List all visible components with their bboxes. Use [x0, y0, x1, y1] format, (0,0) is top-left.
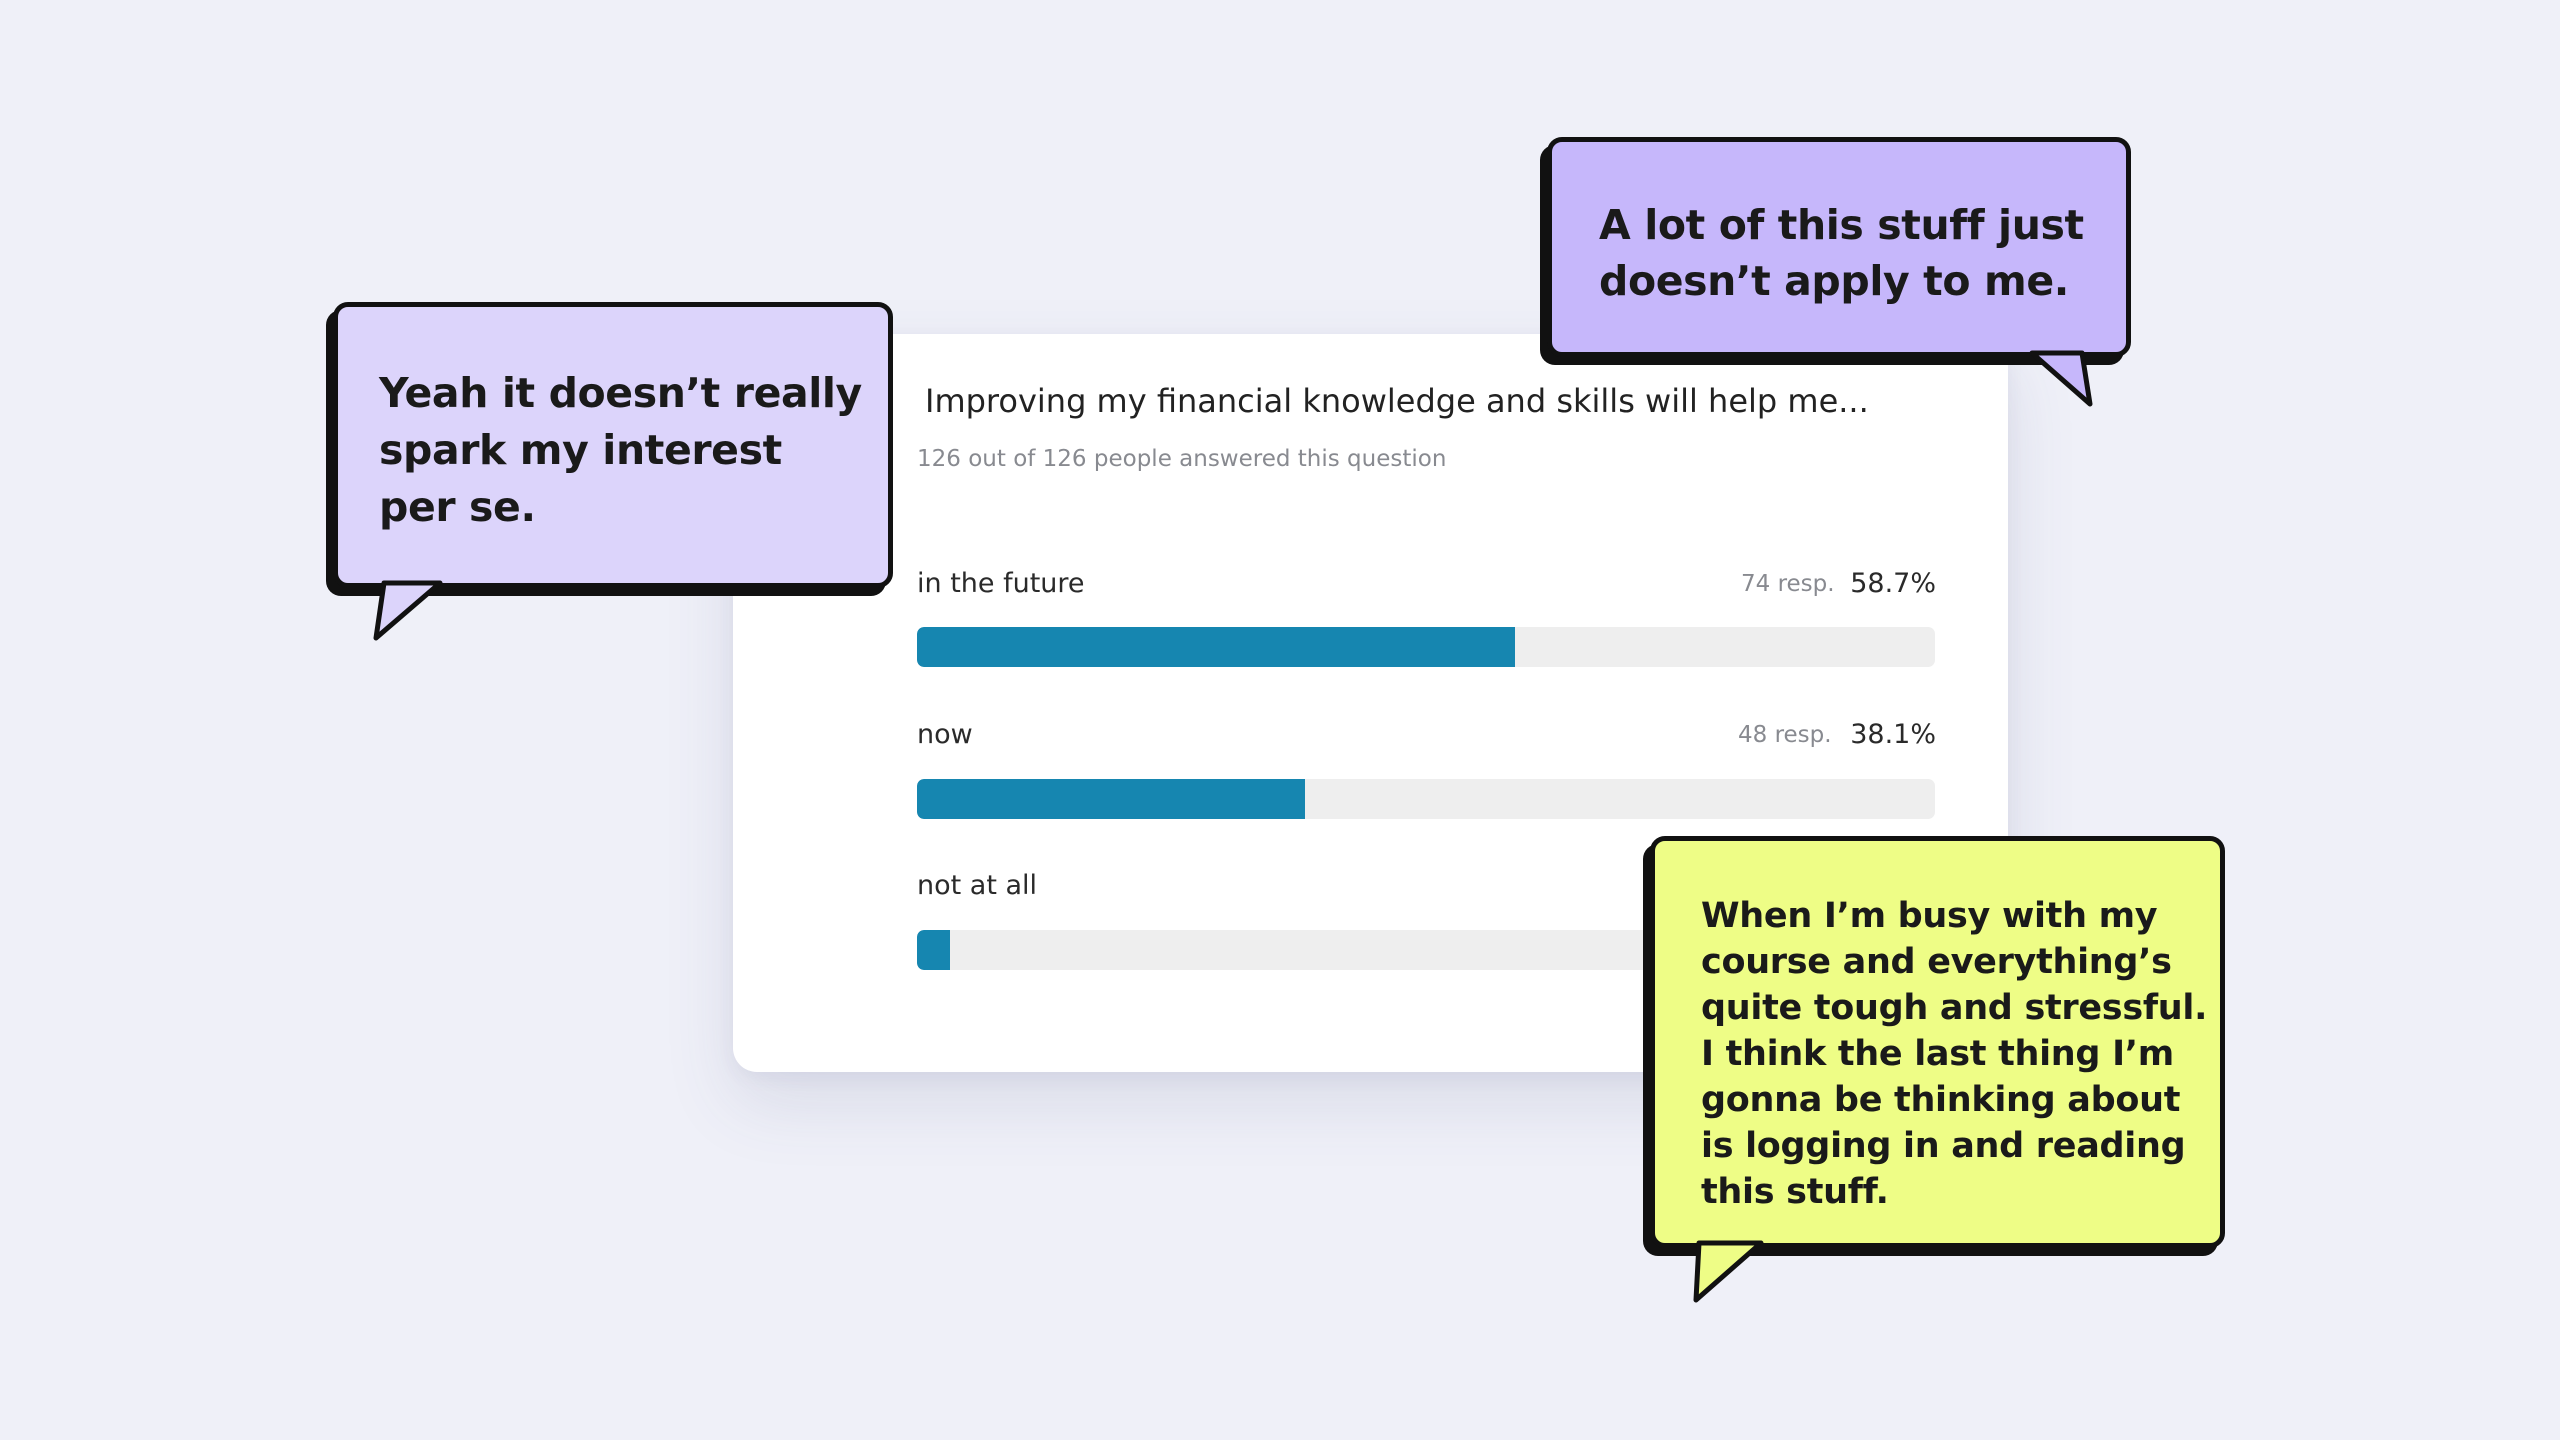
option-bar-track [917, 779, 1935, 819]
answered-count: 126 out of 126 people answered this ques… [917, 446, 1447, 472]
option-label: not at all [917, 870, 1038, 901]
bubble-tail [2029, 350, 2093, 407]
quote-text: A lot of this stuff just doesn’t apply t… [1599, 201, 2084, 305]
option-label: now [917, 719, 973, 750]
option-responses: 48 resp. [1738, 722, 1832, 748]
option-bar-track [917, 627, 1935, 667]
question-title: Improving my financial knowledge and ski… [925, 382, 1869, 420]
option-bar-fill [917, 779, 1305, 819]
bubble-tail [373, 580, 443, 641]
option-responses: 74 resp. [1741, 571, 1835, 597]
option-percent: 38.1% [1850, 719, 1936, 750]
quote-text: Yeah it doesn’t really spark my interest… [379, 369, 862, 531]
quote-text: When I’m busy with my course and everyth… [1701, 896, 2208, 1212]
option-label: in the future [917, 568, 1085, 599]
bubble-tail [1693, 1240, 1764, 1303]
option-bar-fill [917, 627, 1515, 667]
quote-bubble-bottom-right: When I’m busy with my course and everyth… [1650, 836, 2225, 1248]
option-percent: 58.7% [1850, 568, 1936, 599]
option-bar-fill [917, 930, 950, 970]
quote-bubble-top-right: A lot of this stuff just doesn’t apply t… [1547, 137, 2131, 357]
quote-bubble-left: Yeah it doesn’t really spark my interest… [333, 302, 893, 588]
